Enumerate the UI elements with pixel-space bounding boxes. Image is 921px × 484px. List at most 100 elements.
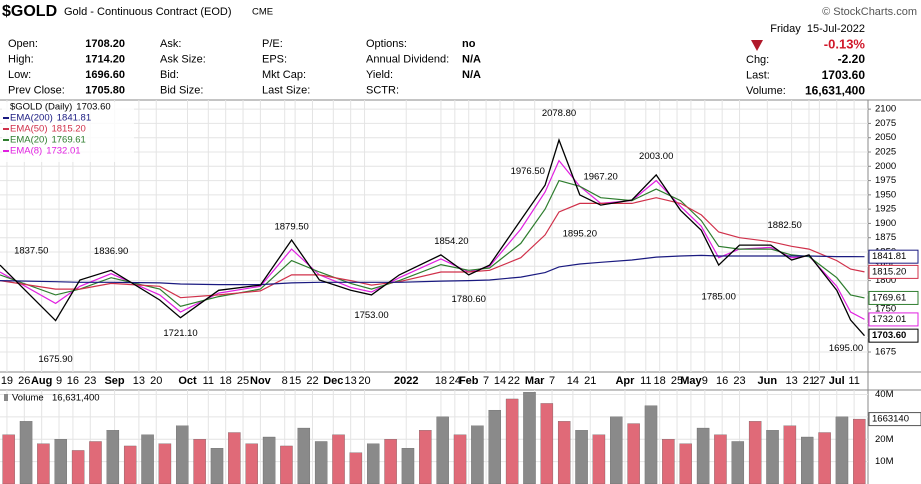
volume-bar — [37, 443, 50, 484]
legend-value: 1732.01 — [46, 146, 80, 157]
quote-label: Prev Close: — [8, 85, 65, 97]
y-tick-label: 1875 — [875, 232, 896, 243]
quote-value: N/A — [462, 69, 481, 81]
volume-title: Volume — [12, 393, 44, 404]
legend-swatch — [4, 394, 8, 401]
x-tick-label: 23 — [733, 375, 745, 387]
instrument-name: Gold - Continuous Contract (EOD) — [64, 6, 232, 18]
quote-value: 1705.80 — [85, 85, 125, 97]
down-arrow — [751, 40, 763, 51]
value-flag — [868, 290, 919, 305]
x-tick-label: Apr — [615, 375, 635, 387]
value-flag — [868, 328, 919, 343]
volume-bar — [766, 430, 779, 484]
volume-bar — [2, 434, 15, 484]
x-tick-label: Mar — [525, 375, 545, 387]
y-tick-label: 2100 — [875, 104, 896, 115]
legend-name: EMA(20) — [10, 135, 47, 146]
quote-label: P/E: — [262, 38, 283, 50]
volume-bar — [89, 441, 102, 484]
x-tick-label: 13 — [133, 375, 145, 387]
quote-label: High: — [8, 54, 34, 66]
legend-value: 1815.20 — [51, 124, 85, 135]
ema-line — [0, 254, 865, 286]
x-tick-label: 18 — [654, 375, 666, 387]
quote-value: 1714.20 — [85, 54, 125, 66]
x-tick-label: Nov — [250, 375, 272, 387]
x-tick-label: 20 — [358, 375, 370, 387]
annotation: 1695.00 — [829, 343, 863, 354]
x-tick-label: 13 — [785, 375, 797, 387]
quote-label: SCTR: — [366, 85, 399, 97]
x-tick-label: 22 — [306, 375, 318, 387]
volume-bar — [436, 416, 449, 484]
annotation: 2003.00 — [639, 151, 673, 162]
volume-bar — [384, 439, 397, 484]
quote-label: Mkt Cap: — [262, 69, 306, 81]
stat-label: Chg: — [746, 54, 769, 66]
volume-bar — [627, 423, 640, 484]
volume-bar — [210, 448, 224, 484]
x-tick-label: 11 — [203, 375, 214, 387]
volume-bar — [557, 421, 571, 484]
date: Friday 15-Jul-2022 — [770, 23, 865, 35]
value-flag-label: 1841.81 — [872, 251, 906, 262]
y-tick-label: 1800 — [875, 275, 896, 286]
quote-label: Options: — [366, 38, 407, 50]
volume-bar — [523, 392, 536, 484]
volume-bar — [262, 436, 276, 484]
y-tick-label: 2050 — [875, 132, 896, 143]
x-tick-label: 23 — [84, 375, 96, 387]
value-flag-label: 1815.20 — [872, 266, 906, 277]
annotation: 1967.20 — [583, 172, 617, 183]
volume-bar — [575, 430, 588, 484]
stat-value: 1703.60 — [822, 68, 866, 82]
legend-name: EMA(200) — [10, 113, 53, 124]
quote-value: no — [462, 38, 476, 50]
quote-label: Ask: — [160, 38, 181, 50]
y-tick-label: 1950 — [875, 189, 896, 200]
x-tick-label: Jul — [829, 375, 845, 387]
volume-bar — [176, 425, 189, 484]
value-flag — [868, 312, 919, 327]
ema-line — [0, 179, 865, 307]
y-tick-label: 2000 — [875, 161, 896, 172]
legend-name: EMA(8) — [10, 146, 42, 157]
x-tick-label: 20 — [150, 375, 162, 387]
y-tick-label: 2025 — [875, 147, 896, 158]
x-tick-label: 7 — [483, 375, 489, 387]
stat-value: -2.20 — [838, 52, 866, 66]
stat-value: 16,631,400 — [805, 83, 865, 97]
x-tick-label: 16 — [716, 375, 728, 387]
price-line — [0, 137, 865, 337]
quote-label: EPS: — [262, 54, 287, 66]
volume-bar — [540, 403, 554, 484]
x-tick-label: 14 — [567, 375, 579, 387]
quote-label: Open: — [8, 38, 38, 50]
y-tick-label: 1925 — [875, 204, 896, 215]
annotation: 1836.90 — [94, 246, 128, 257]
annotation: 1879.50 — [274, 222, 308, 233]
x-tick-label: 21 — [584, 375, 596, 387]
volume-bar — [453, 434, 467, 484]
volume-bar — [662, 439, 675, 484]
value-flag — [868, 412, 921, 427]
x-tick-label: 21 — [803, 375, 815, 387]
volume-bar — [471, 425, 484, 484]
x-tick-label: 25 — [237, 375, 249, 387]
annotation: 1753.00 — [354, 310, 388, 321]
x-tick-label: 22 — [508, 375, 520, 387]
value-flag-label: 1732.01 — [872, 314, 906, 325]
annotation: 1780.60 — [452, 294, 486, 305]
volume-bar — [818, 432, 831, 484]
quote-label: Yield: — [366, 69, 393, 81]
x-tick-label: 2022 — [394, 375, 418, 387]
x-tick-label: 11 — [640, 375, 651, 387]
stat-label: Volume: — [746, 85, 786, 97]
volume-bar — [314, 441, 328, 484]
volume-bar — [71, 450, 85, 484]
volume-bar — [505, 398, 519, 484]
x-tick-label: 27 — [813, 375, 825, 387]
x-tick-label: 9 — [702, 375, 708, 387]
y-tick-label: 1975 — [875, 175, 896, 186]
